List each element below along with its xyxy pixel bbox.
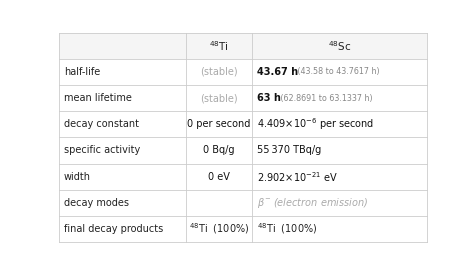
Text: mean lifetime: mean lifetime <box>64 93 131 103</box>
Bar <box>59 33 427 59</box>
Text: decay modes: decay modes <box>64 198 128 208</box>
Text: (43.58 to 43.7617 h): (43.58 to 43.7617 h) <box>295 67 380 76</box>
Text: half-life: half-life <box>64 67 100 77</box>
Text: 0 Bq/g: 0 Bq/g <box>203 146 235 156</box>
Text: 0 per second: 0 per second <box>187 119 251 129</box>
Text: 55 370 TBq/g: 55 370 TBq/g <box>256 146 321 156</box>
Text: 2.902$\times$10$^{-21}$ eV: 2.902$\times$10$^{-21}$ eV <box>256 170 337 184</box>
Text: $^{48}$Sc: $^{48}$Sc <box>328 39 351 52</box>
Text: $^{48}$Ti: $^{48}$Ti <box>209 39 229 52</box>
Text: $^{48}$Ti  (100%): $^{48}$Ti (100%) <box>189 222 249 236</box>
Text: final decay products: final decay products <box>64 224 163 234</box>
Text: $\beta^{-}$ (electron emission): $\beta^{-}$ (electron emission) <box>256 196 368 210</box>
Text: $^{48}$Ti  (100%): $^{48}$Ti (100%) <box>256 222 317 236</box>
Text: width: width <box>64 172 91 182</box>
Text: (stable): (stable) <box>200 93 238 103</box>
Text: (62.8691 to 63.1337 h): (62.8691 to 63.1337 h) <box>278 94 373 103</box>
Text: 4.409$\times$10$^{-6}$ per second: 4.409$\times$10$^{-6}$ per second <box>256 116 374 132</box>
Text: specific activity: specific activity <box>64 146 140 156</box>
Text: 63 h: 63 h <box>256 93 281 103</box>
Text: (stable): (stable) <box>200 67 238 77</box>
Text: 43.67 h: 43.67 h <box>256 67 298 77</box>
Text: decay constant: decay constant <box>64 119 139 129</box>
Text: 0 eV: 0 eV <box>208 172 230 182</box>
